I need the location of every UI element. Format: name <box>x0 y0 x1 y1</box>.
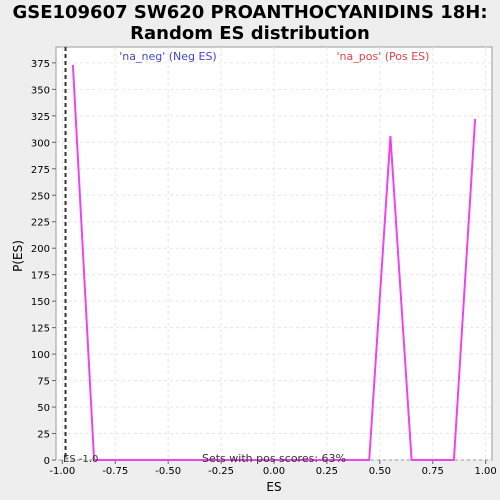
y-tick-label: 75 <box>37 377 50 388</box>
y-tick-label: 325 <box>31 112 50 123</box>
y-tick-label: 250 <box>31 191 50 202</box>
x-axis-label: ES <box>266 480 281 494</box>
y-tick-label: 300 <box>31 138 50 149</box>
x-tick-label: 1.00 <box>475 466 497 477</box>
y-tick-label: 0 <box>44 456 50 467</box>
x-tick-label: -0.25 <box>208 466 234 477</box>
x-tick-label: -0.50 <box>155 466 181 477</box>
x-tick-label: 0.75 <box>422 466 444 477</box>
legend-pos-label: 'na_pos' (Pos ES) <box>337 50 430 63</box>
y-tick-label: 200 <box>31 244 50 255</box>
x-tick-label: 0.25 <box>316 466 338 477</box>
y-tick-label: 150 <box>31 297 50 308</box>
y-tick-label: 100 <box>31 350 50 361</box>
x-tick-label: -1.00 <box>49 466 75 477</box>
y-tick-label: 275 <box>31 165 50 176</box>
chart-title-line2: Random ES distribution <box>130 23 370 44</box>
y-axis-label: P(ES) <box>11 240 25 272</box>
legend-neg-label: 'na_neg' (Neg ES) <box>119 50 216 63</box>
chart-title: GSE109607 SW620 PROANTHOCYANIDINS 18H: R… <box>0 2 500 44</box>
x-tick-label: -0.75 <box>102 466 128 477</box>
y-tick-label: 50 <box>37 403 50 414</box>
grid-layer <box>56 47 492 461</box>
y-tick-label: 225 <box>31 218 50 229</box>
y-tick-label: 25 <box>37 430 50 441</box>
chart-title-line1: GSE109607 SW620 PROANTHOCYANIDINS 18H: <box>12 2 488 23</box>
vline-label: ES -1.0 <box>63 454 98 465</box>
y-tick-label: 350 <box>31 85 50 96</box>
y-tick-label: 375 <box>31 59 50 70</box>
x-tick-label: 0.50 <box>369 466 391 477</box>
x-tick-label: 0.00 <box>263 466 285 477</box>
series-line <box>71 64 477 461</box>
axis-layer: 0 25 50 75 100 125 150 175 200 225 250 275 300 325 350… <box>31 59 497 477</box>
y-tick-label: 125 <box>31 324 50 335</box>
annotation-text: Sets with pos scores: 63% <box>202 452 346 465</box>
y-tick-label: 175 <box>31 271 50 282</box>
series-layer <box>71 64 477 461</box>
